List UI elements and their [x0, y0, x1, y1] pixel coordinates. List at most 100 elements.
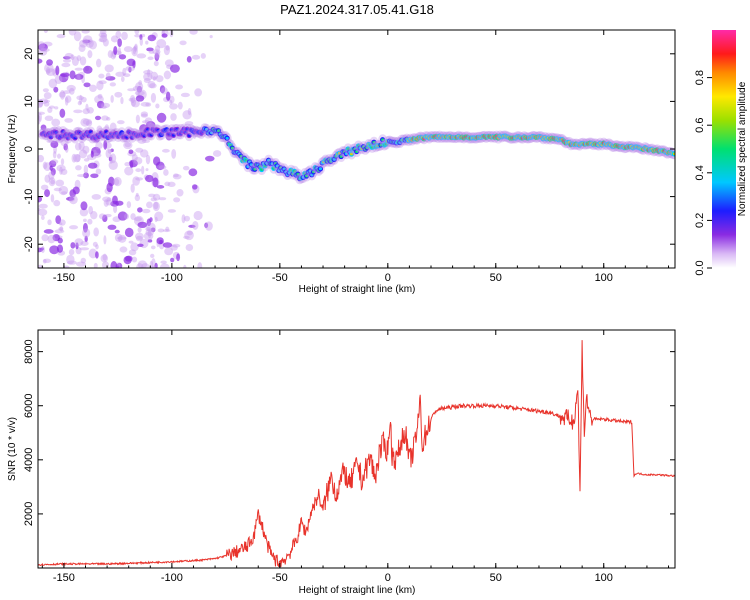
noise-blob [78, 44, 86, 52]
ridge-core [66, 136, 70, 140]
noise-blob [47, 219, 52, 226]
noise-blob [75, 154, 81, 163]
noise-blob [154, 211, 164, 222]
noise-blob [40, 184, 49, 191]
noise-blob [140, 113, 148, 118]
noise-blob [134, 34, 141, 38]
noise-blob [38, 111, 46, 115]
noise-blob [135, 192, 139, 197]
noise-blob [146, 201, 153, 209]
noise-blob [132, 176, 140, 186]
noise-blob [55, 179, 65, 187]
noise-blob [113, 204, 118, 214]
noise-blob [64, 96, 69, 106]
ridge-core [187, 134, 191, 137]
noise-blob [78, 149, 88, 159]
noise-blob [98, 73, 105, 79]
noise-blob [165, 91, 171, 101]
noise-blob [58, 185, 69, 196]
noise-blob [46, 68, 56, 77]
noise-blob [169, 95, 175, 104]
top-x-tick-label: -150 [53, 272, 75, 284]
noise-blob [137, 227, 142, 233]
noise-blob [167, 209, 177, 213]
noise-blob [81, 96, 87, 103]
colorbar-tick-label: 0.6 [694, 118, 706, 133]
noise-blob [62, 56, 71, 60]
noise-blob [80, 201, 88, 211]
noise-blob [75, 165, 82, 171]
noise-blob [204, 155, 215, 162]
bottom-x-tick-label: 0 [385, 572, 391, 584]
noise-blob [156, 185, 165, 189]
noise-blob [204, 221, 213, 231]
ridge-core [210, 131, 214, 135]
noise-blob [46, 59, 53, 66]
noise-blob [197, 262, 203, 268]
noise-blob [103, 139, 108, 150]
noise-blob [66, 260, 77, 265]
noise-blob [173, 197, 181, 203]
ridge-core [120, 131, 124, 135]
noise-blob [135, 147, 144, 153]
ridge-core [61, 130, 65, 134]
top-x-tick-label: 50 [490, 272, 502, 284]
top-x-tick-label: -100 [161, 272, 183, 284]
noise-blob [100, 32, 108, 40]
top-x-tick-label: 0 [385, 272, 391, 284]
noise-blob [105, 72, 111, 80]
noise-blob [128, 249, 137, 256]
noise-blob [80, 257, 87, 264]
ridge-core [128, 131, 133, 135]
noise-blob [131, 154, 138, 161]
noise-blob [103, 235, 107, 245]
noise-blob [154, 262, 158, 268]
noise-blob [43, 229, 54, 234]
noise-blob [135, 177, 144, 181]
noise-blob [169, 103, 178, 110]
noise-blob [182, 110, 192, 120]
noise-blob [49, 245, 60, 255]
noise-blob [188, 224, 196, 228]
noise-blob [154, 216, 158, 223]
bottom-x-tick-label: -150 [53, 572, 75, 584]
ridge-core [370, 145, 374, 149]
snr-plot-frame [37, 329, 676, 569]
noise-blob [130, 94, 136, 104]
noise-blob [48, 105, 55, 109]
ridge-core [270, 162, 274, 165]
noise-blob [134, 90, 145, 96]
noise-blob [38, 114, 41, 125]
ridge-core [97, 134, 101, 138]
noise-blob [137, 243, 144, 247]
noise-blob [184, 230, 194, 241]
ridge-core [292, 169, 297, 173]
top-x-ticks: -150 -100 -50 0 50 100 [41, 30, 670, 284]
noise-blob [117, 120, 125, 125]
noise-blob [102, 214, 108, 223]
noise-blob [188, 168, 198, 177]
noise-blob [88, 40, 98, 50]
noise-blob [108, 156, 113, 162]
bottom-x-tick-label: -50 [272, 572, 288, 584]
noise-blob [110, 261, 118, 268]
noise-blob [147, 239, 153, 243]
noise-blob [147, 69, 151, 78]
noise-blob [141, 263, 150, 268]
noise-blob [85, 103, 89, 111]
noise-blob [69, 87, 75, 95]
noise-blob [134, 217, 142, 222]
noise-blob [122, 67, 127, 76]
noise-blob [137, 207, 143, 213]
noise-blob [156, 38, 167, 49]
ridge-core [344, 152, 348, 156]
top-y-tick-label: 10 [23, 95, 35, 107]
ridge-core [337, 151, 342, 155]
bottom-y-tick-label: 8000 [23, 339, 35, 363]
noise-blob [106, 197, 112, 202]
noise-blob [85, 120, 93, 127]
noise-blob [102, 38, 109, 47]
ridge-core [102, 134, 107, 138]
noise-blob [145, 174, 154, 183]
